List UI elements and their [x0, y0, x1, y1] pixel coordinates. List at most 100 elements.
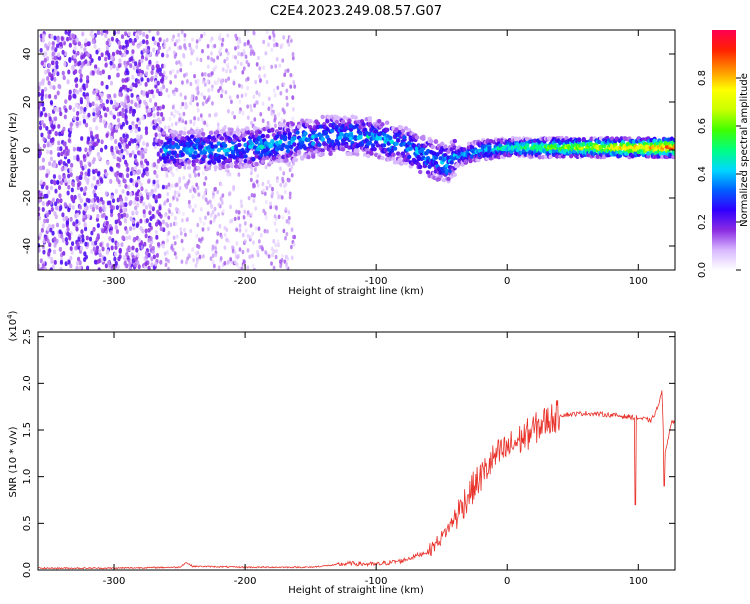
spectrogram-cell	[99, 70, 103, 76]
spectrogram-cell	[325, 127, 330, 132]
spectrogram-cell	[222, 208, 225, 214]
spectrogram-cell	[41, 37, 45, 43]
spectrogram-cell	[154, 102, 158, 107]
spectrogram-cell	[206, 64, 210, 69]
spectrogram-cell	[174, 130, 179, 136]
spectrogram-cell	[129, 106, 133, 111]
spectrogram-cell	[71, 66, 75, 71]
spectrogram-cell	[116, 242, 120, 247]
spectrogram-cell	[246, 210, 250, 215]
spectrogram-cell	[203, 120, 207, 125]
spectrogram-cell	[39, 165, 43, 171]
spectrogram-cell	[418, 164, 423, 170]
spectrogram-cell	[381, 143, 387, 148]
spectrogram-cell	[191, 247, 195, 252]
spectrogram-cell	[358, 130, 363, 136]
spectrogram-cell	[256, 183, 260, 188]
spectrogram-cell	[85, 96, 89, 101]
spectrogram-cell	[136, 44, 141, 49]
spectrogram-cell	[408, 146, 413, 151]
spectrogram-cell	[84, 122, 89, 128]
spectrogram-cell	[104, 215, 108, 221]
spectrogram-cell	[155, 253, 159, 258]
spectrogram-cell	[281, 58, 285, 63]
spectrogram-cell	[87, 41, 91, 47]
spectrogram-cell	[204, 197, 208, 202]
spectrogram-cell	[180, 30, 184, 35]
spectrogram-cell	[64, 237, 69, 242]
spectrogram-cell	[271, 156, 277, 161]
spectrogram-cell	[56, 71, 60, 77]
spectrogram-cell	[329, 128, 335, 134]
spectrogram-cell	[56, 198, 60, 204]
spectrogram-cell	[122, 212, 127, 218]
spectrogram-cell	[145, 142, 149, 148]
spectrogram-cell	[191, 194, 195, 199]
spectrogram-cell	[129, 63, 133, 69]
spectrogram-cell	[189, 61, 193, 66]
spectrogram-cell	[161, 104, 165, 110]
spectrogram-cell	[57, 140, 61, 146]
spectrogram-cell	[255, 150, 261, 155]
spectrogram-cell	[159, 259, 163, 265]
spectrogram-cell	[189, 46, 193, 52]
spectrogram-cell	[203, 72, 207, 77]
spectrogram-cell	[220, 42, 224, 47]
y-tick-label: -40	[22, 238, 33, 254]
spectrogram-cell	[188, 174, 192, 179]
spectrogram-cell	[115, 102, 119, 108]
spectrogram-cell	[452, 138, 458, 144]
spectrogram-cell	[54, 188, 58, 194]
spectrogram-cell	[124, 31, 128, 37]
spectrogram-cell	[67, 138, 71, 143]
spectrogram-cell	[38, 197, 42, 203]
spectrogram-cell	[334, 119, 340, 125]
spectrogram-cell	[609, 136, 615, 141]
spectrogram-cell	[174, 109, 177, 114]
spectrogram-cell	[54, 214, 58, 220]
spectrogram-cell	[241, 110, 245, 116]
spectrogram-cell	[400, 151, 406, 156]
spectrogram-cell	[82, 114, 86, 120]
snr-y-axis: 0.00.51.01.52.02.5	[22, 329, 675, 578]
spectrogram-cell	[68, 203, 72, 209]
spectrogram-cell	[196, 108, 200, 113]
spectrogram-cell	[238, 247, 242, 252]
spectrogram-cell	[181, 101, 185, 107]
spectrogram-cell	[252, 182, 255, 187]
spectrogram-cell	[263, 228, 267, 234]
spectrogram-cell	[209, 38, 213, 43]
spectrogram-cell	[291, 116, 295, 121]
spectrogram-y-label: Frequency (Hz)	[8, 112, 19, 188]
y-tick-label: 2.0	[22, 375, 33, 391]
spectrogram-cell	[292, 142, 297, 147]
spectrogram-cell	[191, 37, 194, 42]
spectrogram-cell	[221, 37, 225, 43]
spectrogram-cell	[119, 197, 124, 203]
spectrogram-cell	[133, 200, 137, 205]
spectrogram-cell	[129, 138, 133, 143]
spectrogram-cell	[122, 255, 126, 261]
spectrogram-cell	[135, 223, 139, 228]
spectrogram-cell	[41, 88, 45, 94]
spectrogram-cell	[158, 205, 162, 211]
spectrogram-cell	[380, 155, 385, 161]
spectrogram-cell	[554, 154, 560, 159]
spectrogram-cell	[176, 190, 180, 195]
spectrogram-cell	[237, 210, 241, 215]
spectrogram-cell	[177, 38, 181, 43]
spectrogram-cell	[126, 98, 131, 104]
spectrogram-cell	[98, 206, 103, 212]
spectrogram-cell	[144, 228, 148, 234]
spectrogram-cell	[171, 164, 175, 169]
spectrogram-cell	[200, 131, 206, 137]
spectrogram-cell	[287, 178, 290, 183]
spectrogram-cell	[47, 251, 51, 257]
spectrogram-cell	[219, 46, 223, 51]
spectrogram-cell	[56, 90, 60, 96]
spectrogram-cell	[92, 227, 96, 232]
spectrogram-cell	[139, 160, 144, 166]
spectrogram-cell	[77, 193, 81, 199]
spectrogram-cell	[58, 246, 62, 252]
